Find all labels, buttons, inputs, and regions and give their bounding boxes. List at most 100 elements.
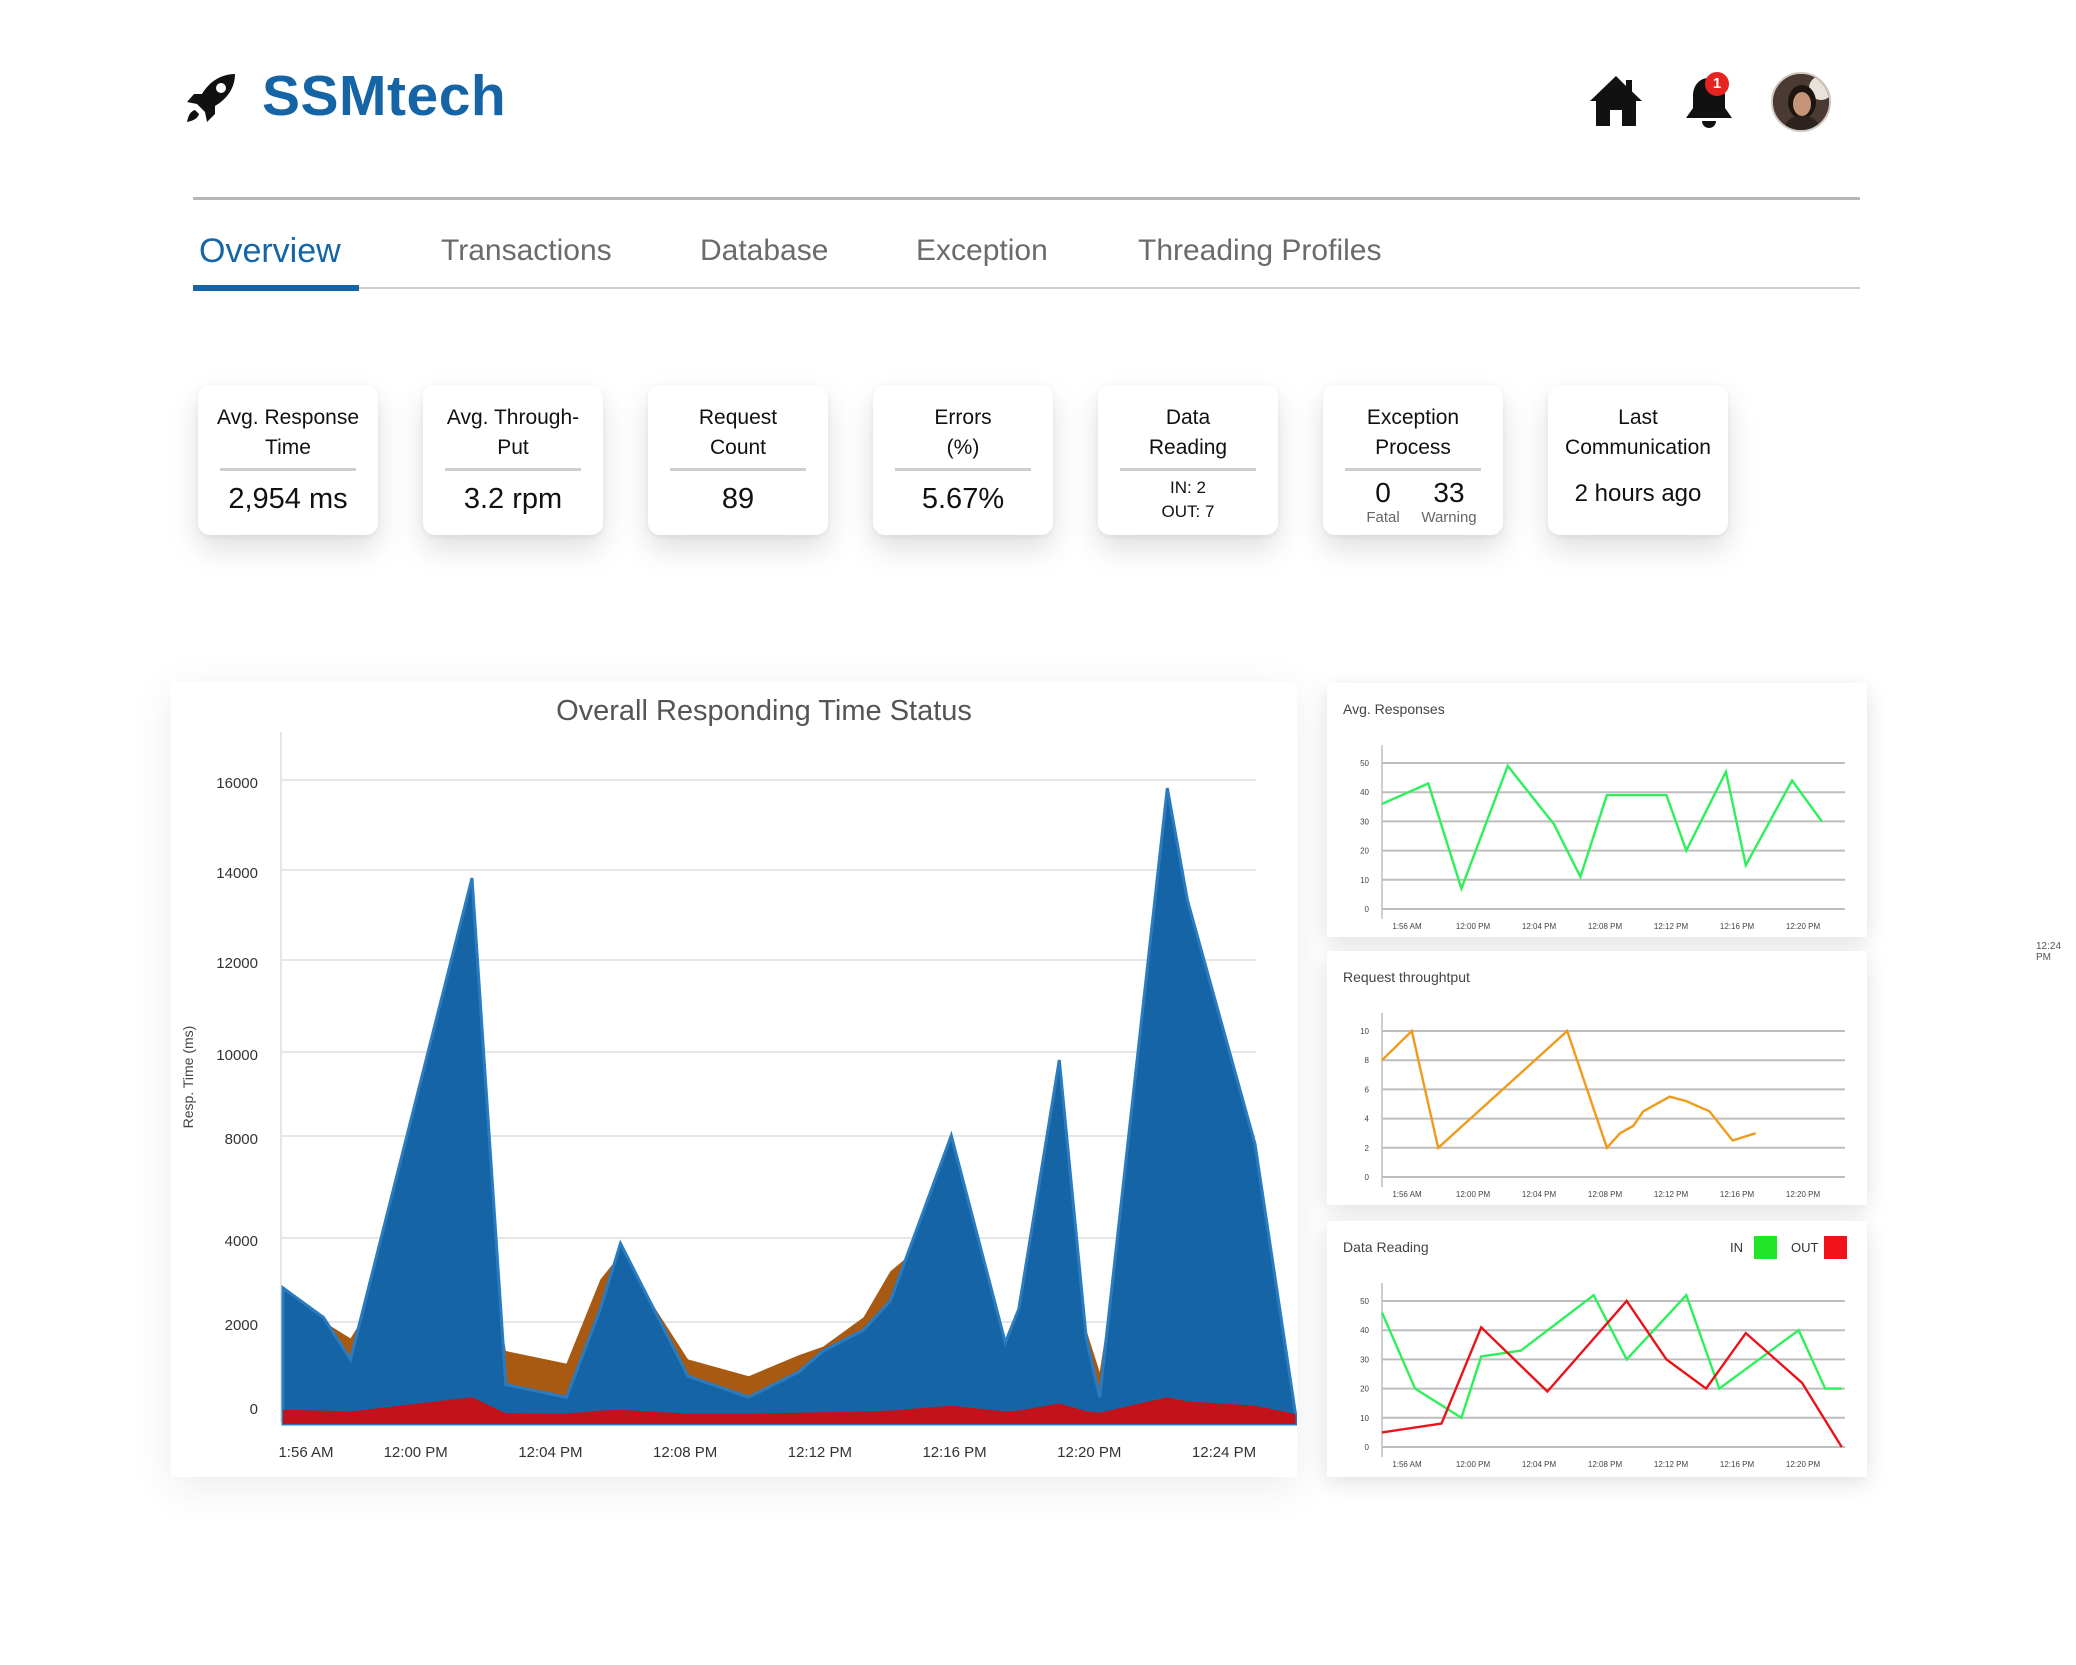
series-line-out — [1381, 1299, 1843, 1448]
chart-title: Overall Responding Time Status — [556, 695, 972, 727]
kpi-card-data-reading[interactable]: Data Reading IN: 2 OUT: 7 — [1098, 385, 1278, 535]
kpi-data-out: OUT: 7 — [1161, 502, 1215, 521]
home-icon[interactable] — [1588, 74, 1644, 128]
legend-label: IN — [1730, 1240, 1743, 1255]
x-tick-label: 12:16 PM — [922, 1444, 986, 1461]
nav-bottom-divider — [193, 287, 1860, 289]
y-tick-label: 0 — [1365, 905, 1370, 914]
brand-name[interactable]: SSMtech — [262, 64, 507, 128]
kpi-value: 2 hours ago — [1574, 480, 1702, 507]
tab-database[interactable]: Database — [700, 234, 829, 267]
x-tick-label: 12:12 PM — [1654, 922, 1689, 931]
kpi-title-line: Avg. Through- — [446, 406, 580, 429]
y-tick-label: 2 — [1365, 1144, 1370, 1153]
y-tick-label: 50 — [1360, 1297, 1369, 1306]
x-tick-label: 12:08 PM — [1588, 1460, 1623, 1469]
x-tick-label: 12:08 PM — [1588, 1190, 1623, 1199]
legend-label: OUT — [1791, 1240, 1819, 1255]
kpi-title-line: Data — [1165, 406, 1211, 429]
request-throughput-chart: Request throughtput 0 2 4 6 8 10 1:56 AM 12:00 P… — [1327, 951, 1867, 1205]
avg-responses-svg: Avg. Responses 0 10 20 30 40 50 1:56 AM 12:00 PM… — [1343, 701, 1845, 931]
x-tick-label: 12:20 PM — [1786, 1190, 1821, 1199]
chart-title: Avg. Responses — [1343, 701, 1445, 717]
kpi-divider — [220, 468, 356, 471]
x-tick-label: 12:00 PM — [1456, 1460, 1491, 1469]
x-tick-label: 12:24 PM — [1192, 1444, 1256, 1461]
legend-swatch — [1754, 1236, 1777, 1259]
kpi-title-line: Time — [265, 436, 311, 459]
kpi-data-in: IN: 2 — [1170, 478, 1206, 497]
kpi-title-line: Avg. Response — [216, 406, 360, 429]
kpi-fatal-label: Fatal — [1366, 509, 1400, 526]
x-tick-label: 12:20 PM — [1057, 1444, 1121, 1461]
kpi-card-exception-process[interactable]: Exception Process 0 Fatal 33 Warning — [1323, 385, 1503, 535]
y-tick-label: 4 — [1365, 1115, 1370, 1124]
avg-responses-chart: Avg. Responses 0 10 20 30 40 50 1:56 AM 12:00 PM… — [1327, 683, 1867, 937]
avatar[interactable] — [1771, 72, 1831, 132]
series-line-in — [1380, 1292, 1842, 1420]
request-throughput-svg: Request throughtput 0 2 4 6 8 10 1:56 AM 12:00 P… — [1343, 969, 1845, 1199]
y-tick-label: 10 — [1360, 876, 1369, 885]
y-tick-label: 40 — [1360, 788, 1369, 797]
tab-overview[interactable]: Overview — [199, 232, 341, 270]
x-tick-label: 12:04 PM — [1522, 1460, 1557, 1469]
y-tick-label: 30 — [1360, 1355, 1369, 1364]
x-tick-label: 12:00 PM — [384, 1444, 448, 1461]
kpi-warning-label: Warning — [1421, 509, 1477, 526]
series-area-red — [283, 1397, 1296, 1424]
kpi-card-errors[interactable]: Errors (%) 5.67% — [873, 385, 1053, 535]
legend-swatch — [1824, 1236, 1847, 1259]
overall-response-time-chart: Overall Responding Time Status 0 2000 4000 8… — [171, 682, 1297, 1477]
kpi-card-avg-response-time[interactable]: Avg. Response Time 2,954 ms — [198, 385, 378, 535]
y-tick-label: 0 — [250, 1401, 258, 1418]
kpi-card-avg-throughput[interactable]: Avg. Through- Put 3.2 rpm — [423, 385, 603, 535]
avatar-image — [1773, 74, 1829, 130]
kpi-title: Data Reading — [1098, 403, 1278, 463]
y-tick-label: 40 — [1360, 1326, 1369, 1335]
kpi-card-request-count[interactable]: Request Count 89 — [648, 385, 828, 535]
x-tick-label: 12:20 PM — [1786, 1460, 1821, 1469]
kpi-title-line: Last — [1618, 406, 1658, 429]
kpi-title-line: (%) — [946, 436, 980, 459]
app-header: SSMtech 1 — [0, 0, 2076, 190]
y-tick-label: 14000 — [216, 865, 258, 882]
tab-threading-profiles[interactable]: Threading Profiles — [1138, 234, 1382, 267]
y-tick-label: 30 — [1360, 817, 1369, 826]
x-tick-label: 12:00 PM — [1456, 922, 1491, 931]
x-tick-label: 12:16 PM — [1720, 922, 1755, 931]
x-tick-label: 12:04 PM — [1522, 1190, 1557, 1199]
kpi-title: Last Communication — [1548, 403, 1728, 463]
kpi-card-last-communication[interactable]: Last Communication 2 hours ago — [1548, 385, 1728, 535]
series-line-avg-responses — [1381, 763, 1823, 893]
x-tick-label: 12:08 PM — [1588, 922, 1623, 931]
series-line-throughput — [1381, 1028, 1757, 1151]
kpi-title-line: Count — [709, 436, 767, 459]
y-tick-label: 16000 — [216, 775, 258, 792]
kpi-warning-value: 33 — [1433, 477, 1465, 508]
tab-transactions[interactable]: Transactions — [441, 234, 612, 267]
x-tick-label: 12:12 PM — [1654, 1460, 1689, 1469]
kpi-value: 89 — [721, 483, 755, 515]
main-chart-svg: Overall Responding Time Status 0 2000 4000 8… — [180, 695, 1297, 1461]
x-tick-label: 1:56 AM — [1392, 1460, 1422, 1469]
kpi-divider — [670, 468, 806, 471]
y-tick-label: 0 — [1365, 1173, 1370, 1182]
kpi-title: Exception Process — [1323, 403, 1503, 463]
data-reading-chart: Data Reading 0 10 20 30 40 50 1:56 AM 12:00 PM 12… — [1327, 1221, 1867, 1477]
kpi-title-line: Reading — [1148, 436, 1228, 459]
x-tick-label: 1:56 AM — [1392, 1190, 1422, 1199]
y-tick-label: 12000 — [216, 955, 258, 972]
kpi-divider — [1345, 468, 1481, 471]
kpi-title-line: Process — [1375, 436, 1451, 459]
kpi-value: 5.67% — [921, 483, 1005, 515]
y-tick-label: 20 — [1360, 847, 1369, 856]
kpi-title: Request Count — [648, 403, 828, 463]
kpi-title: Avg. Response Time — [198, 403, 378, 463]
x-tick-label: 12:00 PM — [1456, 1190, 1491, 1199]
kpi-divider — [445, 468, 581, 471]
kpi-divider — [895, 468, 1031, 471]
x-tick-label: 12:12 PM — [1654, 1190, 1689, 1199]
kpi-fatal-value: 0 — [1375, 477, 1391, 508]
tab-exception[interactable]: Exception — [916, 234, 1048, 267]
x-tick-label: 12:20 PM — [1786, 922, 1821, 931]
